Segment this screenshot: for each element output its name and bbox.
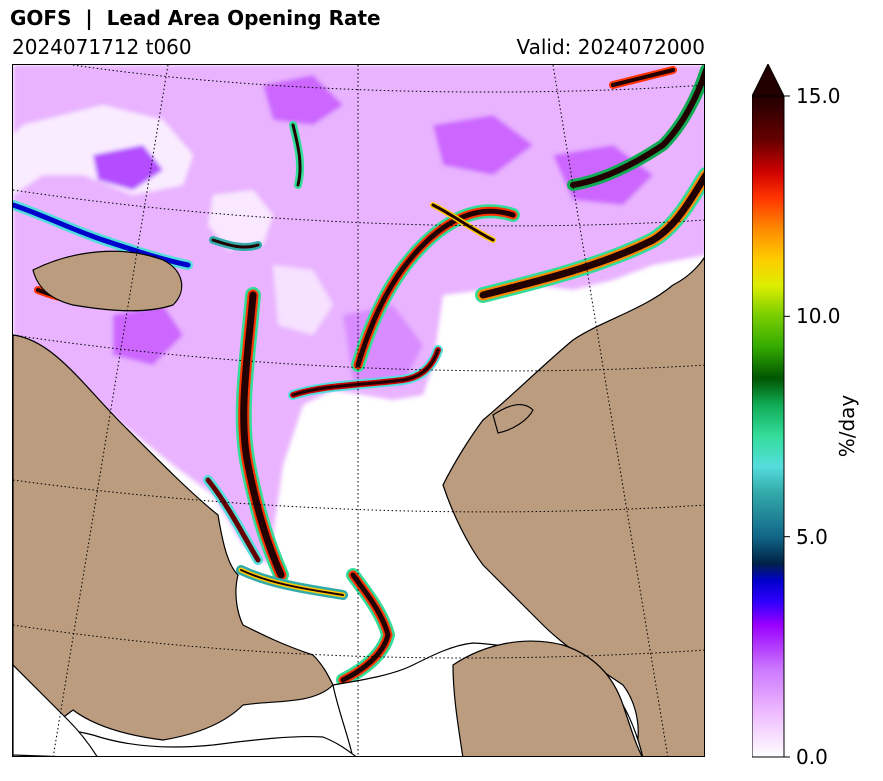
colorbar-extend-arrow <box>752 64 785 97</box>
colorbar-ramp <box>752 95 785 758</box>
colorbar: 0.0 5.0 10.0 15.0 %/day <box>752 64 883 769</box>
colorbar-tick-label: 10.0 <box>796 304 841 329</box>
graticule <box>13 65 704 756</box>
colorbar-tick-label: 5.0 <box>796 524 828 549</box>
colorbar-units-label: %/day <box>835 394 859 458</box>
init-time-label: 2024071712 t060 <box>12 35 192 59</box>
map-panel <box>12 64 705 757</box>
colorbar-tick-label: 0.0 <box>796 745 828 769</box>
colorbar-tick-label: 15.0 <box>796 84 841 108</box>
valid-time-label: Valid: 2024072000 <box>516 35 705 59</box>
map-canvas <box>13 65 704 756</box>
figure-title: GOFS | Lead Area Opening Rate <box>10 6 381 30</box>
colorbar-graphic <box>752 64 790 758</box>
sea-ice-field <box>13 65 704 565</box>
lead-features <box>13 65 704 687</box>
colorbar-ticks <box>784 95 790 758</box>
